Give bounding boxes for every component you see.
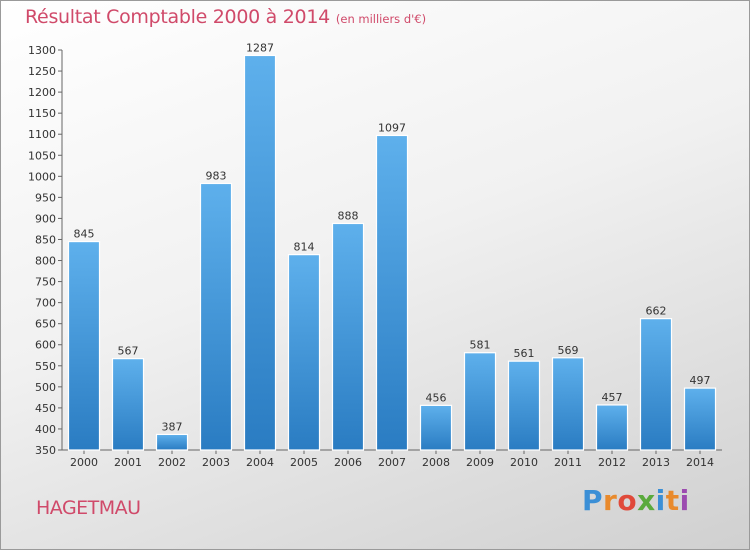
value-label-2007: 1097 (378, 121, 406, 134)
y-tick-label: 450 (35, 402, 56, 415)
bar-2001 (111, 358, 145, 451)
value-label-2011: 569 (558, 344, 579, 357)
y-tick-label: 950 (35, 191, 56, 204)
bar-2012 (595, 404, 629, 451)
x-tick-label: 2013 (642, 456, 670, 469)
bar-2006 (331, 222, 365, 451)
value-label-2008: 456 (426, 391, 447, 404)
value-label-2010: 561 (514, 347, 535, 360)
logo-letter: P (582, 484, 604, 517)
value-label-2009: 581 (470, 339, 491, 352)
value-label-2012: 457 (602, 391, 623, 404)
bar-2004 (243, 54, 277, 451)
y-tick-label: 1000 (28, 170, 56, 183)
y-tick-label: 600 (35, 339, 56, 352)
proxiti-logo: Proxiti (582, 484, 690, 517)
bar-2008 (419, 404, 453, 451)
x-tick-label: 2009 (466, 456, 494, 469)
value-label-2006: 888 (338, 209, 359, 222)
x-tick-label: 2008 (422, 456, 450, 469)
x-tick-label: 2011 (554, 456, 582, 469)
y-tick-label: 800 (35, 255, 56, 268)
logo-letter: x (637, 484, 656, 517)
y-tick-label: 900 (35, 212, 56, 225)
x-tick-label: 2014 (686, 456, 714, 469)
bar-2011 (551, 357, 585, 451)
value-label-2004: 1287 (246, 41, 274, 54)
bar-2005 (287, 254, 321, 451)
value-label-2003: 983 (206, 169, 227, 182)
bar-2000 (67, 240, 101, 451)
x-tick-label: 2005 (290, 456, 318, 469)
bar-2002 (155, 433, 189, 451)
y-tick-label: 1200 (28, 86, 56, 99)
logo-letter: r (603, 484, 618, 517)
x-tick-label: 2004 (246, 456, 274, 469)
y-tick-label: 850 (35, 233, 56, 246)
logo-letter: o (617, 484, 638, 517)
value-label-2005: 814 (294, 241, 315, 254)
value-label-2000: 845 (74, 228, 95, 241)
chart-axes: 350 400 450 500 550 600 650 700 750 800 850 900 950 1… (28, 44, 722, 469)
bar-2003 (199, 182, 233, 451)
x-tick-label: 2010 (510, 456, 538, 469)
y-tick-label: 1250 (28, 65, 56, 78)
y-tick-label: 1050 (28, 149, 56, 162)
y-tick-label: 750 (35, 276, 56, 289)
x-tick-label: 2000 (70, 456, 98, 469)
chart-bars: 845 567 387 983 1287 814 888 1097 456 581 561 569 45… (67, 41, 717, 451)
chart-title: Résultat Comptable 2000 à 2014 (en millie… (25, 6, 426, 28)
y-tick-label: 1100 (28, 128, 56, 141)
y-tick-label: 550 (35, 360, 56, 373)
x-tick-label: 2012 (598, 456, 626, 469)
bar-2007 (375, 134, 409, 451)
logo-letter: i (679, 484, 690, 517)
y-tick-label: 400 (35, 423, 56, 436)
value-label-2013: 662 (646, 305, 667, 318)
value-label-2002: 387 (162, 420, 183, 433)
y-tick-label: 650 (35, 318, 56, 331)
logo-letter: t (665, 484, 680, 517)
logo-letter: i (655, 484, 666, 517)
bar-2014 (683, 387, 717, 451)
value-label-2014: 497 (690, 374, 711, 387)
y-tick-label: 350 (35, 444, 56, 457)
y-tick-label: 500 (35, 381, 56, 394)
x-tick-label: 2007 (378, 456, 406, 469)
bar-2009 (463, 352, 497, 451)
chart-unit-label: (en milliers d'€) (335, 12, 427, 26)
chart-title-text: Résultat Comptable 2000 à 2014 (25, 6, 330, 28)
value-label-2001: 567 (118, 345, 139, 358)
location-name: HAGETMAU (36, 497, 141, 519)
y-tick-label: 1150 (28, 107, 56, 120)
y-tick-label: 1300 (28, 44, 56, 57)
x-tick-label: 2003 (202, 456, 230, 469)
x-tick-label: 2006 (334, 456, 362, 469)
y-tick-label: 700 (35, 297, 56, 310)
x-tick-label: 2002 (158, 456, 186, 469)
x-tick-label: 2001 (114, 456, 142, 469)
bar-2013 (639, 318, 673, 451)
bar-2010 (507, 360, 541, 451)
